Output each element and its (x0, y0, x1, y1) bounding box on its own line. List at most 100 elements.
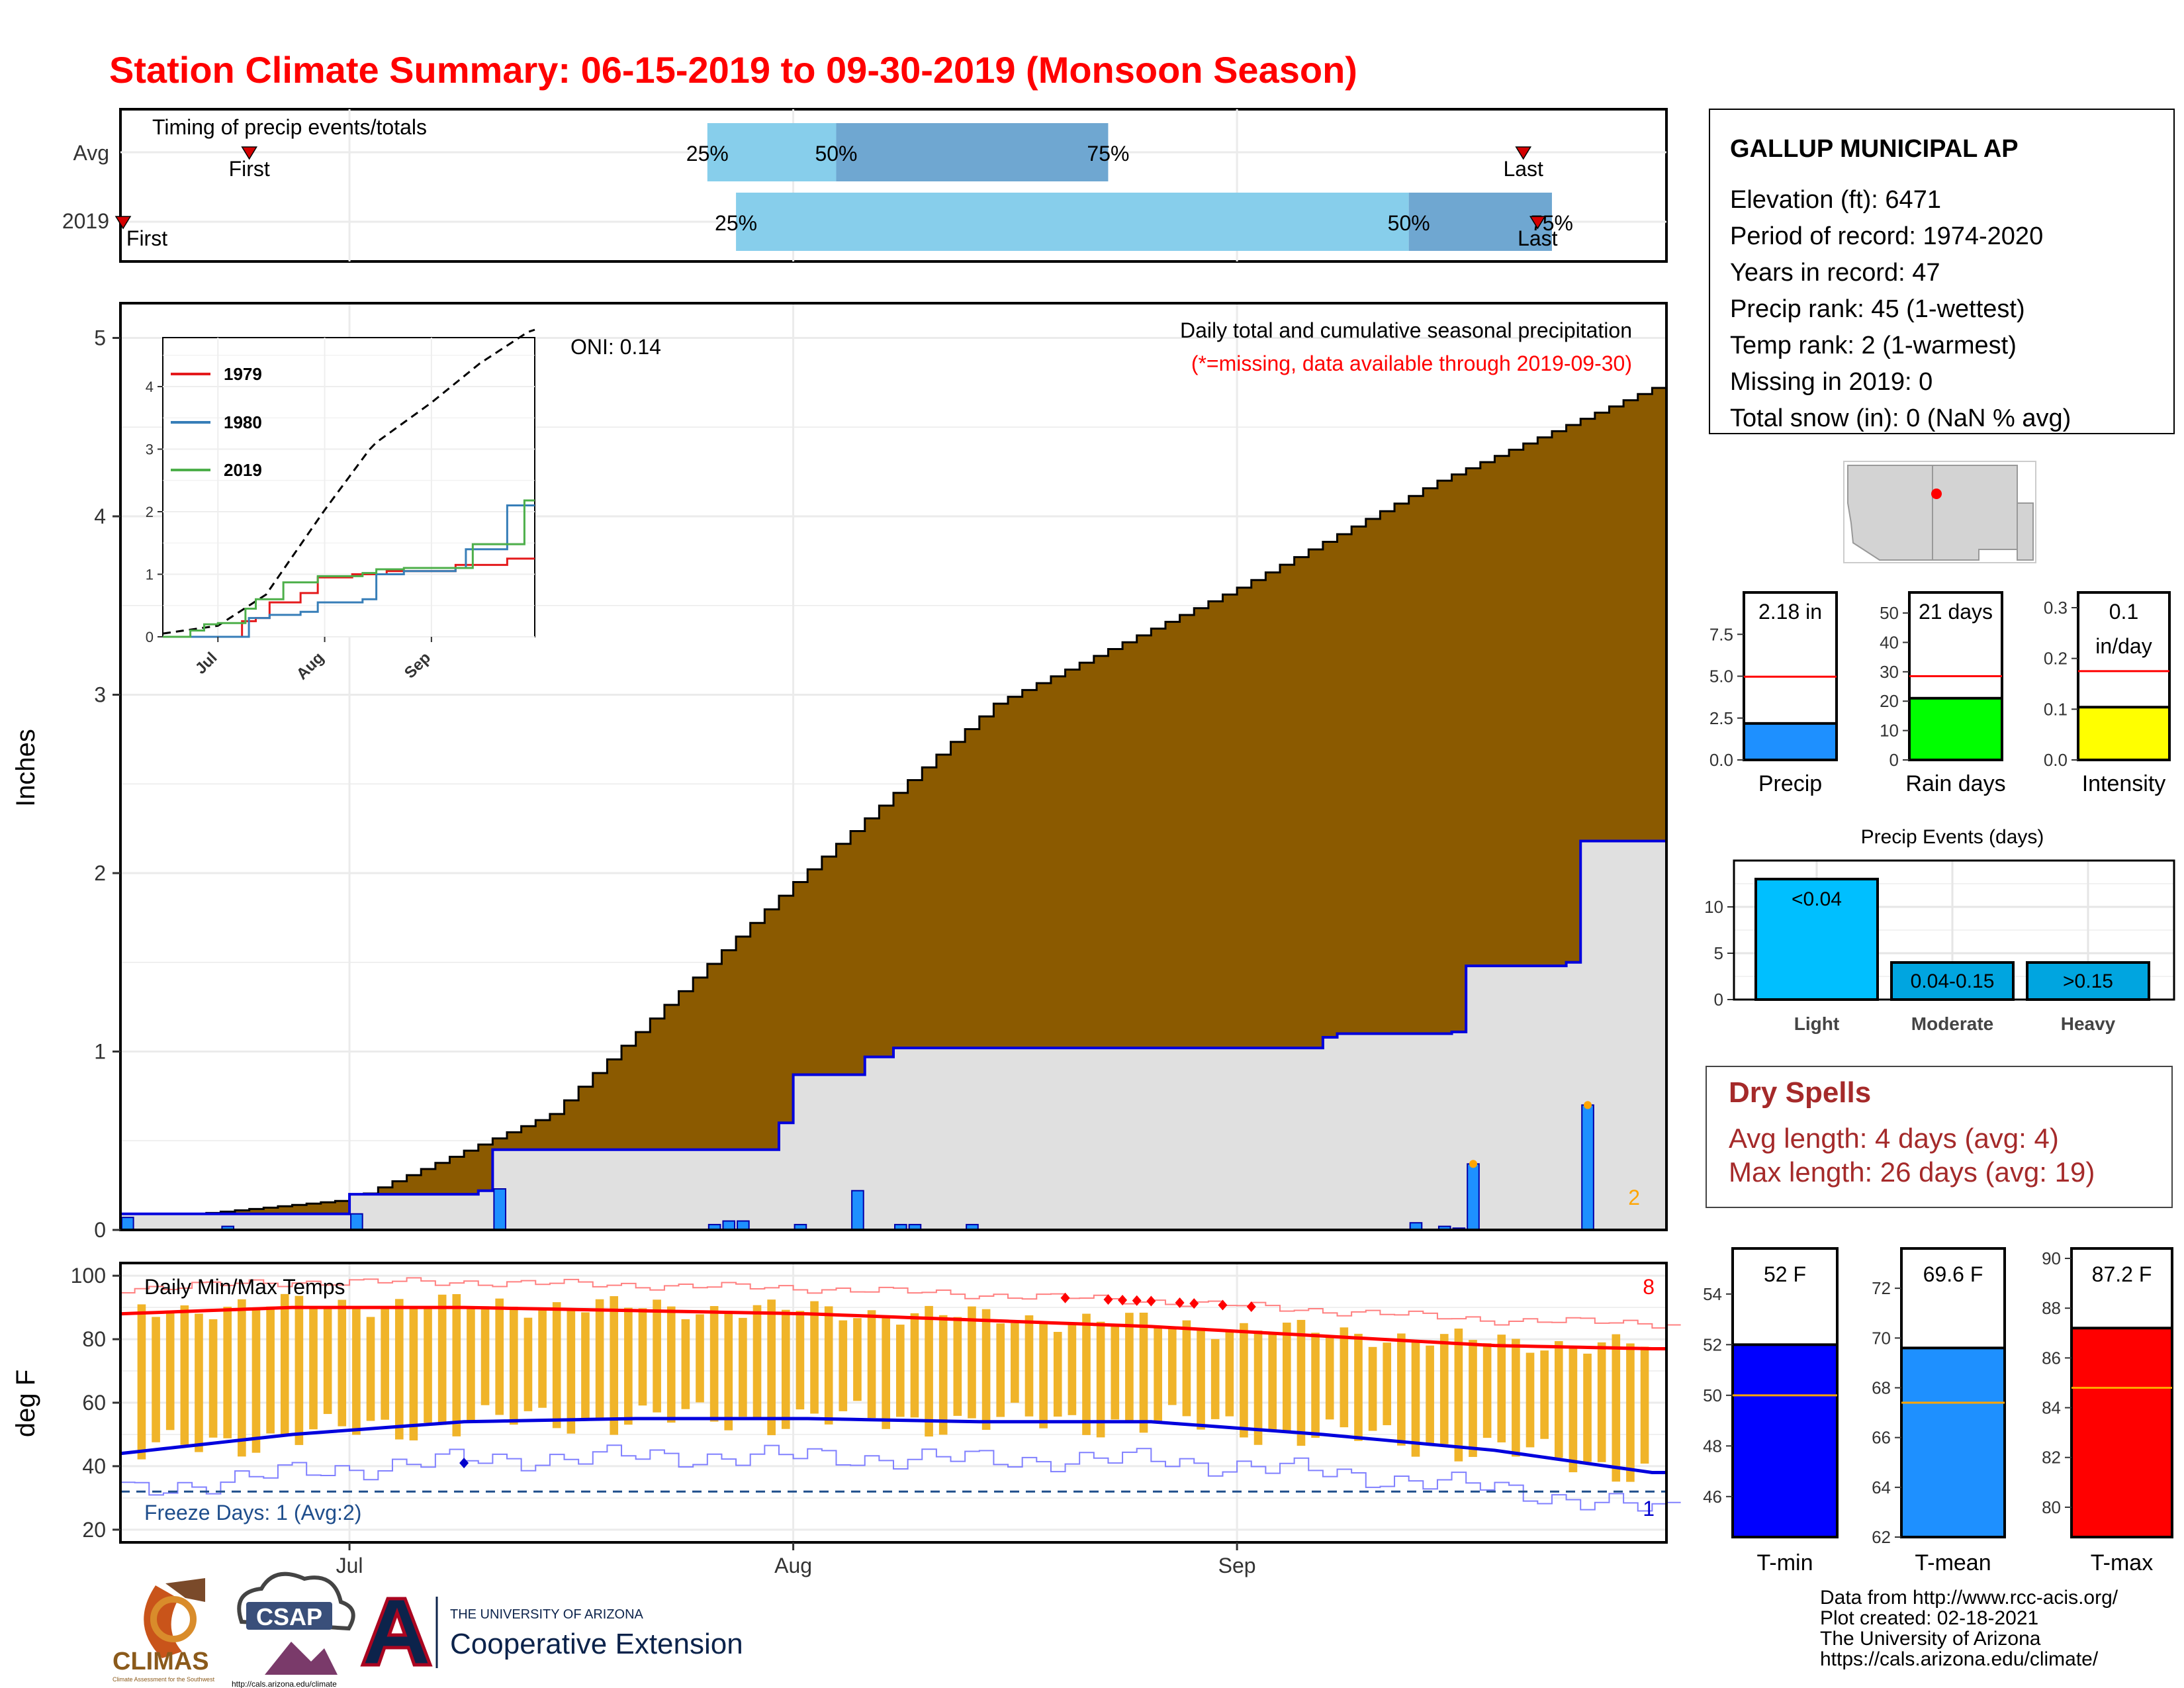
daily-temp-bar (595, 1299, 604, 1421)
ua-a-mark (360, 1597, 433, 1667)
events-content: <0.04 Light 0.04-0.15 Moderate >0.15 Heavy 0 5 1… (1704, 859, 2175, 1034)
record-high-marker (1132, 1295, 1142, 1306)
precip-ylabel: Inches (11, 729, 40, 807)
daily-temp-bar (152, 1317, 160, 1442)
daily-temp-bar (309, 1309, 318, 1430)
timing-bar-50-75 (1408, 193, 1552, 251)
daily-temp-bar (180, 1305, 189, 1445)
daily-temp-bar (1482, 1343, 1492, 1438)
daily-temp-bar (538, 1310, 547, 1408)
timing-last-marker (1529, 216, 1546, 230)
daily-temp-bar (1167, 1328, 1177, 1405)
daily-temp-bar (996, 1323, 1005, 1417)
mini-bar-tick-label: 7.5 (1709, 624, 1733, 644)
precip-y-tick-label: 2 (94, 861, 106, 885)
temp-bar-tick-label: 48 (1703, 1436, 1722, 1456)
average-tmax-line (120, 1305, 1666, 1350)
daily-temp-bar (1325, 1335, 1334, 1420)
daily-temp-bar (824, 1306, 833, 1425)
daily-temp-bar (266, 1306, 275, 1434)
daily-temp-bar (1439, 1334, 1449, 1444)
daily-temp-bar (323, 1307, 332, 1415)
map-nm-state (1932, 465, 2018, 561)
daily-temp-bar (810, 1301, 819, 1414)
daily-temp-bar (581, 1312, 590, 1419)
daily-temp-bar (752, 1305, 762, 1419)
temp-summary-bars: 52 F 46 48 50 52 54 T-min 69.6 F 62 64 66 68 70 72 T-m… (1703, 1247, 2173, 1575)
daily-temp-bar (280, 1293, 289, 1436)
daily-temp-bar (1082, 1313, 1091, 1435)
daily-temp-bar (295, 1295, 304, 1445)
page-title: Station Climate Summary: 06-15-2019 to 0… (109, 49, 1357, 91)
events-bar (1890, 961, 2015, 1001)
daily-temp-bar (381, 1307, 389, 1420)
temp-bar-tick-label: 70 (1872, 1328, 1891, 1348)
daily-temp-bar (1024, 1315, 1034, 1417)
events-category-label: Moderate (1911, 1013, 1993, 1034)
mini-bar-tick-label: 5.0 (1709, 667, 1733, 686)
temp-bar-tick-label: 66 (1872, 1428, 1891, 1448)
daily-temp-bar (1225, 1332, 1234, 1417)
climas-logo-text: CLIMAS (113, 1648, 209, 1675)
daily-temp-bar (437, 1294, 447, 1425)
inset-y-tick-label: 1 (146, 567, 154, 583)
daily-temp-bar (137, 1304, 146, 1460)
temp-bar-label: T-max (2091, 1550, 2153, 1575)
inset-frame (162, 337, 535, 637)
station-name: GALLUP MUNICIPAL AP (1730, 135, 2019, 163)
csap-logo: CSAP http://cals.arizona.edu/climate (232, 1571, 355, 1688)
daily-temp-bar (739, 1317, 747, 1417)
inset-y-tick-label: 3 (146, 442, 154, 458)
locator-map (1843, 461, 2036, 563)
daily-precip-bar (1581, 1104, 1594, 1231)
temp-bar-label: T-mean (1915, 1550, 1991, 1575)
dry-spells-avg: Avg length: 4 days (avg: 4) (1729, 1123, 2059, 1154)
daily-temp-bar (968, 1306, 976, 1419)
freeze-days-label: Freeze Days: 1 (Avg:2) (144, 1501, 361, 1524)
daily-precip-bar (493, 1188, 506, 1231)
csap-url: http://cals.arizona.edu/climate (232, 1679, 337, 1688)
precip-y-tick-label: 0 (94, 1218, 106, 1242)
daily-temp-bar (223, 1307, 232, 1438)
precip-y-tick-label: 5 (94, 326, 106, 350)
precip-annotation: Daily total and cumulative seasonal prec… (1180, 318, 1632, 342)
daily-temp-bar (1210, 1338, 1220, 1419)
daily-temp-bar (1554, 1341, 1563, 1458)
credits: Data from http://www.rcc-acis.org/ Plot … (1820, 1587, 2118, 1670)
daily-temp-bar (409, 1307, 418, 1440)
daily-temp-bar (394, 1299, 404, 1440)
record-low-count: 1 (1643, 1497, 1655, 1521)
daily-temp-bar (681, 1319, 690, 1409)
daily-temp-bar (1497, 1335, 1506, 1442)
temp-bar-tick-label: 86 (2042, 1348, 2061, 1368)
temp-panel: 20 40 60 80 100 Daily Min/Max Temps deg F Fr… (11, 1262, 1681, 1544)
station-snow: Total snow (in): 0 (NaN % avg) (1730, 404, 2071, 432)
daily-temp-bar (1154, 1326, 1162, 1421)
mini-bar-value-label: in/day (2095, 634, 2152, 658)
daily-temp-bar (1583, 1353, 1592, 1462)
temp-bar-tick-label: 54 (1703, 1284, 1722, 1304)
timing-bar-50-75 (836, 123, 1109, 181)
heavy-event-marker (1469, 1160, 1477, 1168)
map-tx-edge (2017, 502, 2034, 561)
events-category-label: Heavy (2061, 1013, 2116, 1034)
mini-bar-value (1743, 722, 1838, 761)
daily-temp-bar (610, 1296, 619, 1435)
precip-events-chart: Precip Events (days) <0.04 Light 0.04-0.15… (1704, 826, 2175, 1034)
daily-temp-bar (1283, 1323, 1291, 1431)
daily-temp-bar (195, 1313, 203, 1452)
precip-y-axis: 0 1 2 3 4 5 (94, 326, 120, 1242)
daily-temp-bar (1597, 1342, 1606, 1462)
daily-temp-bar (1011, 1323, 1019, 1403)
dry-spells-title: Dry Spells (1729, 1076, 1871, 1109)
daily-temp-bar (1540, 1350, 1549, 1439)
events-frame (1733, 859, 2175, 1001)
record-high-marker (1189, 1298, 1199, 1309)
station-info-frame (1709, 109, 2175, 434)
record-high-marker (1118, 1294, 1128, 1305)
inset-legend: 1979 1980 2019 (171, 364, 262, 480)
daily-temp-bar (165, 1313, 175, 1430)
station-years: Years in record: 47 (1730, 259, 1940, 287)
daily-temp-bar (1569, 1347, 1578, 1473)
